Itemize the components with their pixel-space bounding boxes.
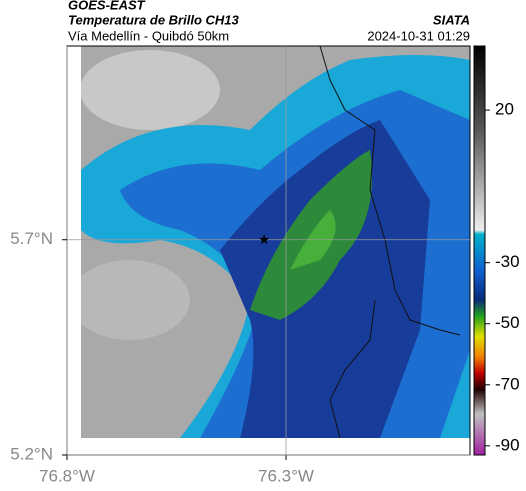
route: Vía Medellín - Quibdó 50km — [68, 28, 229, 43]
colorbar-tick-label: -50 — [495, 313, 520, 332]
product: Temperatura de Brillo CH13 — [68, 12, 240, 27]
y-tick-label: 5.2°N — [10, 444, 53, 463]
datetime: 2024-10-31 01:29 — [367, 28, 470, 43]
x-tick-label: 76.8°W — [39, 466, 95, 485]
colorbar-tick-label: -90 — [495, 435, 520, 454]
location-marker — [258, 234, 270, 245]
colorbar-tick-label: -30 — [495, 252, 520, 271]
satellite: GOES-EAST — [68, 0, 146, 12]
source: SIATA — [433, 12, 470, 27]
colorbar — [473, 45, 486, 456]
satellite-image — [81, 46, 470, 438]
x-tick-label: 76.3°W — [258, 466, 314, 485]
colorbar-tick-label: -70 — [495, 374, 520, 393]
y-tick-label: 5.7°N — [10, 229, 53, 248]
colorbar-tick-label: 20 — [495, 100, 514, 119]
